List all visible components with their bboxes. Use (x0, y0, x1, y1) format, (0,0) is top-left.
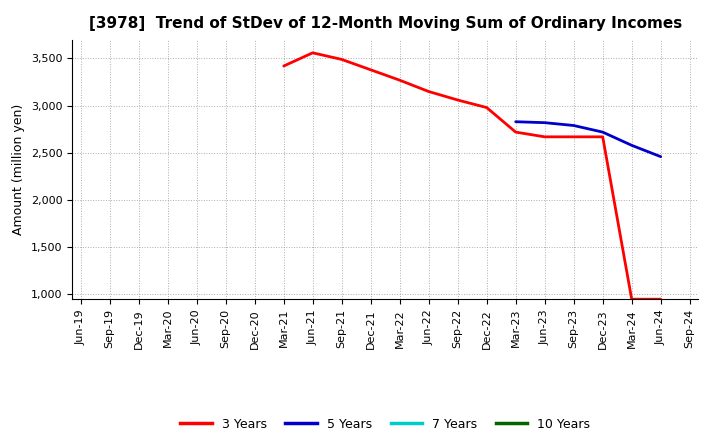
Y-axis label: Amount (million yen): Amount (million yen) (12, 104, 25, 235)
Legend: 3 Years, 5 Years, 7 Years, 10 Years: 3 Years, 5 Years, 7 Years, 10 Years (176, 413, 595, 436)
Title: [3978]  Trend of StDev of 12-Month Moving Sum of Ordinary Incomes: [3978] Trend of StDev of 12-Month Moving… (89, 16, 682, 32)
